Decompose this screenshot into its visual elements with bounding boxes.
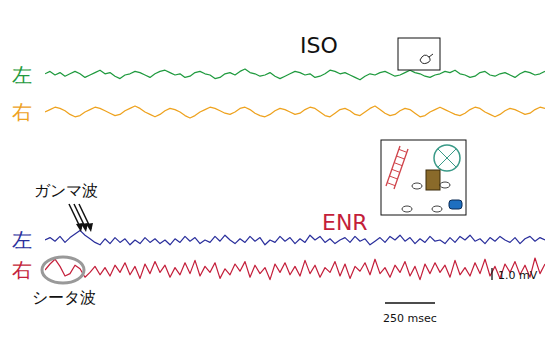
rail [394,149,408,189]
iso-icon [398,38,440,70]
panel-title: ENR [322,210,368,235]
rung [397,156,405,159]
trace [45,258,545,280]
wheel [434,145,460,171]
panel-0: ISO 左右 [12,33,545,124]
enr-icon [381,140,466,215]
scale-bar-x [385,302,435,303]
trace [45,230,545,244]
series-label: 右 [12,100,32,124]
series-label: 右 [12,258,32,282]
series-label: 左 [12,63,32,87]
rail [386,146,400,186]
mouse [432,206,442,212]
rung [394,163,402,166]
can [449,200,462,209]
gamma-arrows [69,204,93,232]
trace-group [45,69,545,80]
cage [381,140,466,215]
theta-ellipse [42,257,84,283]
annotation: ガンマ波 [34,181,98,200]
ladder [386,146,408,189]
mouse [420,54,433,64]
mouse [412,183,422,189]
trace-group [45,230,545,244]
cage [398,38,440,70]
rung [387,183,395,186]
scale-label-y: 1.0 mV [498,269,538,282]
rung [390,176,398,179]
series-label: 左 [12,228,32,252]
panel-title: ISO [300,33,338,58]
trace [45,106,545,118]
rung [399,149,407,152]
trace [45,69,545,80]
rung [392,169,400,172]
annotation: シータ波 [32,288,96,307]
wheel-spokes [438,149,456,167]
tube [426,170,440,190]
scale-bar-y [491,268,492,280]
scale-label-x: 250 msec [383,312,437,325]
trace-group [45,258,545,280]
trace-group [45,106,545,118]
mouse [402,206,412,212]
mouse [440,182,450,188]
arrow-head [86,223,93,232]
